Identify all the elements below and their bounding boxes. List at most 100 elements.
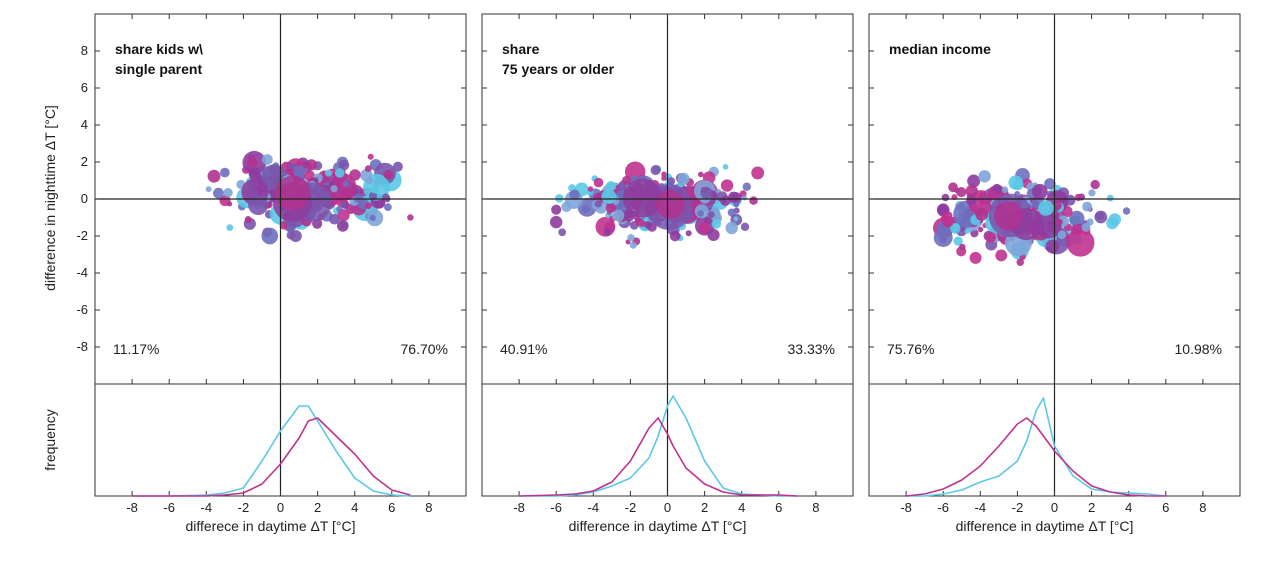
scatter-point [1082,201,1093,212]
x-tick-label: -6 [550,500,562,515]
scatter-point [1081,222,1091,232]
scatter-point [730,192,742,204]
x-tick-label: 0 [277,500,284,515]
x-axis-label: differece in daytime ΔT [°C] [185,518,355,534]
scatter-point [1001,186,1009,194]
scatter-point [933,227,953,247]
scatter-point [612,209,625,222]
x-tick-label: 6 [1162,500,1169,515]
scatter-point [629,241,637,249]
scatter-point [329,213,340,225]
scatter-point [605,202,616,214]
x-tick-label: -6 [937,500,949,515]
scatter-point [964,228,971,234]
scatter-point [248,195,269,216]
scatter-point [601,189,617,204]
x-tick-label: 2 [1088,500,1095,515]
scatter-point [953,236,963,246]
scatter-point [959,243,966,251]
scatter-point [337,209,350,222]
scatter-point [1066,228,1095,257]
scatter-point [722,164,729,170]
panel-3: -8 -6 -4 -2 0 2 4 6 8 difference in daytime ΔT [°… [868,13,1241,534]
scatter-point [966,194,977,206]
x-tick-label: 4 [351,500,358,515]
scatter-point [338,159,350,171]
x-tick-label: 8 [425,500,432,515]
x-tick-label: -6 [163,500,175,515]
scatter-point [407,214,414,221]
scatter-point [995,249,1008,262]
scatter-point [949,223,961,234]
scatter-point [1090,179,1100,190]
scatter-point [286,230,296,240]
scatter-point [941,215,954,228]
scatter-point [700,186,713,199]
scatter-point [226,201,233,207]
scatter-point [948,182,958,193]
scatter-point [383,169,394,180]
quadrant-right-percent: 10.98% [1175,341,1222,357]
scatter-point [384,203,392,212]
scatter-point [751,166,765,180]
scatter-point [1016,258,1025,266]
x-tick-label: -2 [1012,500,1024,515]
scatter-point [707,210,715,219]
scatter-point [725,221,738,235]
scatter-point [669,230,681,242]
y-tick-label: 8 [81,43,88,58]
scatter-point [337,220,349,232]
panel-1: -8 -6 -4 -2 0 2 4 6 8 -8 -6 -4 -2 0 2 4 6 8 differece in d… [76,13,467,534]
scatter-point [978,170,991,183]
scatter-point [593,177,604,188]
scatter-point [244,216,252,223]
scatter-point [223,188,233,198]
scatter-point [697,171,704,178]
panel-title-line: 75 years or older [502,61,615,77]
quadrant-left-percent: 40.91% [500,341,547,357]
scatter-point [941,193,950,202]
y-axis-label-nighttime: difference in nighttime ΔT [°C] [42,105,58,291]
scatter-point [313,177,319,183]
y-tick-label: 2 [81,154,88,169]
density-curve-1 [906,397,1166,497]
scatter-point [581,205,590,214]
scatter-point [1032,183,1048,200]
y-axis-label-frequency: frequency [42,409,58,470]
scatter-point [368,192,378,201]
scatter-point [226,224,234,231]
scatter-point [650,164,661,176]
y-tick-label: -8 [76,339,88,354]
scatter-point [261,154,273,165]
scatter-point [677,172,690,185]
scatter-point [293,165,306,178]
scatter-point [370,184,380,194]
scatter-point [365,202,372,209]
scatter-points [549,161,765,249]
scatter-point [324,169,333,177]
scatter-point [558,228,567,237]
scatter-point [569,189,580,201]
scatter-point [1108,213,1122,226]
scatter-point [975,207,989,221]
scatter-point [1088,189,1096,197]
scatter-point [340,201,347,208]
x-tick-label: 4 [738,500,745,515]
scatter-point [246,157,258,168]
x-tick-label: 8 [812,500,819,515]
scatter-point [305,159,318,171]
panel-2: -8 -6 -4 -2 0 2 4 6 8 difference in daytime ΔT [°… [481,13,854,534]
scatter-point [647,222,657,232]
scatter-point [685,230,692,237]
scatter-point [353,193,364,203]
x-tick-label: -4 [975,500,987,515]
scatter-point [749,196,758,205]
x-tick-label: -8 [900,500,912,515]
x-axis-label: difference in daytime ΔT [°C] [569,518,747,534]
scatter-point [661,175,667,181]
y-tick-label: 4 [81,117,88,132]
scatter-point [392,161,403,172]
x-axis-label: difference in daytime ΔT [°C] [956,518,1134,534]
scatter-point [1122,207,1131,215]
panel-title-line: single parent [115,61,202,77]
